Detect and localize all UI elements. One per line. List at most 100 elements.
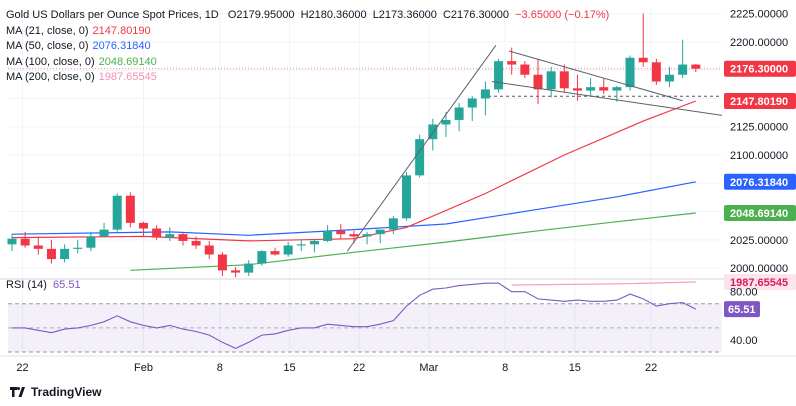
candle-body (33, 245, 43, 249)
time-tick-label: 15 (569, 362, 581, 374)
candle-body (507, 61, 517, 65)
rsi-tick-label: 80.00 (730, 287, 758, 299)
brand-name: TradingView (31, 385, 102, 399)
price-badge (724, 60, 796, 77)
ma50-line (11, 181, 696, 236)
ma50-legend[interactable]: MA (50, close, 0) 2076.31840 (6, 39, 609, 55)
candle-body (467, 98, 477, 108)
candle-body (257, 251, 267, 264)
ohlc-row: Gold US Dollars per Ounce Spot Prices, 1… (6, 8, 609, 24)
candle-body (86, 236, 96, 248)
trendlines (346, 45, 723, 252)
symbol-title: Gold US Dollars per Ounce Spot Prices, 1… (6, 9, 219, 21)
price-badge-label: 2176.30000 (730, 64, 788, 76)
candle-body (336, 230, 346, 235)
ma200-value: 1987.65545 (98, 71, 157, 83)
candle-body (665, 74, 674, 82)
ma100-value: 2048.69140 (98, 55, 157, 68)
price-badge (724, 273, 796, 290)
price-badge (724, 173, 796, 190)
price-badge (724, 205, 796, 222)
price-badge-label: 2076.31840 (730, 177, 788, 189)
rsi-tick-label: 40.00 (730, 335, 758, 347)
candle-body (625, 57, 635, 88)
ma100-line (130, 212, 696, 271)
rsi-badge-label: 65.51 (728, 304, 756, 316)
candle-body (651, 62, 661, 82)
trendline (346, 45, 497, 252)
trendline (491, 81, 723, 116)
rsi-pane[interactable] (8, 282, 722, 353)
candle-body (599, 87, 609, 91)
candle-body (678, 64, 688, 75)
tradingview-logo[interactable]: TradingView (10, 385, 101, 399)
candle-body (231, 270, 241, 273)
candle-body (46, 248, 56, 260)
candle-body (441, 119, 451, 125)
candle-body (152, 228, 162, 238)
candle-body (428, 124, 438, 140)
candle-body (165, 234, 175, 238)
candle-body (139, 222, 148, 229)
candle-body (112, 195, 122, 230)
candle-body (480, 89, 490, 99)
ma21-label: MA (21, close, 0) (6, 24, 89, 37)
candle-body (178, 234, 188, 241)
candle-body (362, 234, 372, 237)
candle-body (572, 88, 582, 91)
candle-body (217, 254, 227, 271)
price-level-lines (8, 68, 722, 97)
ma50-label: MA (50, close, 0) (6, 40, 89, 52)
price-tick-label: 2225.00000 (730, 9, 788, 21)
open-value: O2179.95000 (227, 9, 295, 21)
chart-legend: Gold US Dollars per Ounce Spot Prices, 1… (6, 8, 609, 86)
time-tick-label: Mar (419, 362, 438, 374)
candle-body (638, 57, 648, 63)
candle-body (309, 240, 319, 245)
price-tick-label: 2125.00000 (730, 122, 788, 134)
ma21-legend[interactable]: MA (21, close, 0) 2147.80190 (6, 24, 609, 40)
candle-body (283, 245, 293, 255)
candle-body (388, 218, 398, 230)
rsi-legend[interactable]: RSI (14) 65.51 (6, 279, 81, 291)
price-tick-label: 2200.00000 (730, 37, 788, 49)
price-badge (724, 92, 796, 109)
candle-body (270, 251, 280, 255)
candle-body (73, 247, 83, 249)
candle-body (533, 74, 543, 90)
tradingview-logo-icon (10, 387, 25, 397)
time-axis[interactable]: 22 Feb 8 15 22 Mar 8 15 22 (16, 362, 657, 374)
ma100-legend[interactable]: MA (100, close, 0) 2048.69140 (6, 55, 609, 71)
chart-grid (0, 8, 796, 357)
ma200-label: MA (200, close, 0) (6, 71, 95, 83)
ma100-label: MA (100, close, 0) (6, 55, 95, 68)
price-axis[interactable]: 2225.000002200.000002175.000002150.00000… (724, 9, 796, 347)
price-tick-label: 2000.00000 (730, 263, 788, 275)
candle-body (349, 234, 359, 237)
candle-body (691, 64, 701, 69)
time-tick-label: 22 (353, 362, 365, 374)
candle-body (191, 240, 201, 246)
candle-body (402, 175, 411, 219)
time-tick-label: 22 (16, 362, 28, 374)
ma200-legend[interactable]: MA (200, close, 0) 1987.65545 (6, 70, 609, 86)
candles (7, 13, 701, 278)
time-tick-label: 15 (283, 362, 295, 374)
rsi-badge (724, 301, 760, 318)
price-tick-label: 2100.00000 (730, 150, 788, 162)
candle-body (520, 64, 530, 75)
low-value: L2173.36000 (372, 9, 437, 21)
candle-body (559, 71, 569, 89)
trendline (508, 50, 683, 102)
candle-body (375, 229, 385, 235)
candle-body (20, 238, 30, 246)
candle-body (7, 238, 17, 245)
candle-body (494, 61, 504, 90)
candle-body (546, 71, 556, 90)
candle-body (244, 263, 254, 273)
close-value: C2176.30000 (442, 9, 510, 21)
candle-body (125, 195, 135, 223)
time-tick-label: 8 (502, 362, 508, 374)
time-tick-label: 22 (645, 362, 657, 374)
